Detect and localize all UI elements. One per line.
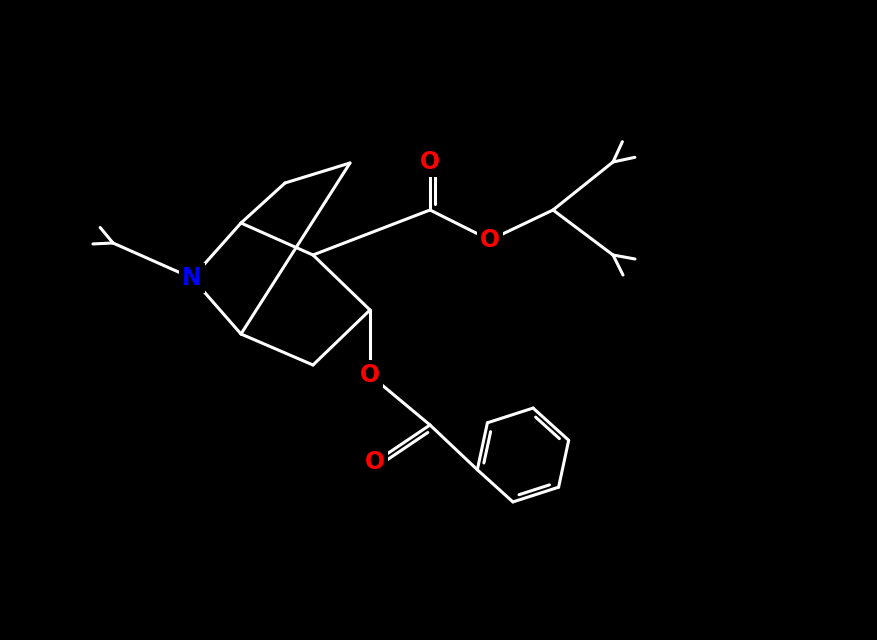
Text: O: O — [480, 228, 500, 252]
Text: N: N — [182, 266, 202, 290]
Text: O: O — [360, 363, 380, 387]
Text: O: O — [365, 450, 385, 474]
Text: O: O — [419, 150, 439, 174]
